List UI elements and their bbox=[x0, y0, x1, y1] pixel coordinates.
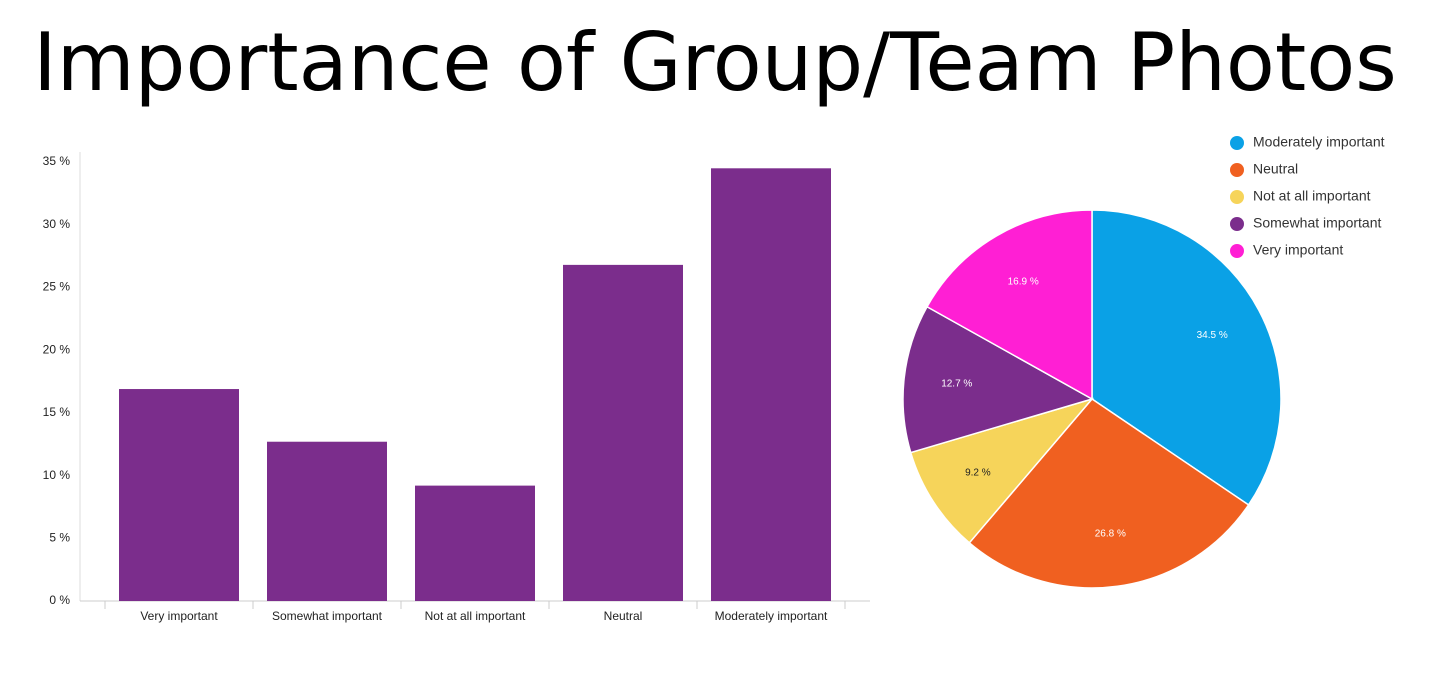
x-tick-label: Not at all important bbox=[425, 609, 526, 623]
bar bbox=[267, 441, 387, 601]
legend-label: Moderately important bbox=[1253, 134, 1385, 150]
y-tick-label: 10 % bbox=[43, 468, 71, 482]
x-tick-label: Neutral bbox=[604, 609, 643, 623]
bar bbox=[711, 168, 831, 601]
bar bbox=[563, 264, 683, 601]
pie-label: 16.9 % bbox=[1008, 276, 1039, 287]
bar bbox=[415, 485, 535, 601]
pie-slice bbox=[1091, 209, 1282, 506]
legend-swatch bbox=[1230, 136, 1244, 150]
bar bbox=[119, 389, 239, 601]
x-tick-label: Very important bbox=[140, 609, 218, 623]
legend-swatch bbox=[1230, 217, 1244, 231]
x-tick-label: Moderately important bbox=[715, 609, 828, 623]
pie-label: 12.7 % bbox=[941, 379, 972, 390]
legend-swatch bbox=[1230, 190, 1244, 204]
y-tick-label: 5 % bbox=[49, 530, 70, 544]
y-tick-label: 25 % bbox=[43, 280, 71, 294]
legend-label: Neutral bbox=[1253, 161, 1298, 177]
pie-label: 26.8 % bbox=[1095, 528, 1126, 539]
legend-label: Very important bbox=[1253, 242, 1343, 258]
pie-slice bbox=[902, 305, 1094, 454]
pie-slice bbox=[968, 398, 1250, 589]
legend-label: Not at all important bbox=[1253, 188, 1371, 204]
pie-label: 9.2 % bbox=[965, 468, 991, 479]
y-tick-label: 20 % bbox=[43, 342, 71, 356]
page-title: Importance of Group/Team Photos bbox=[33, 16, 1397, 109]
y-tick-label: 0 % bbox=[49, 593, 70, 607]
pie-slice bbox=[909, 397, 1095, 544]
legend-swatch bbox=[1230, 163, 1244, 177]
y-tick-label: 15 % bbox=[43, 405, 71, 419]
pie-label: 34.5 % bbox=[1197, 330, 1228, 341]
x-tick-label: Somewhat important bbox=[272, 609, 383, 623]
pie-slice bbox=[926, 209, 1093, 401]
legend-swatch bbox=[1230, 244, 1244, 258]
y-tick-label: 35 % bbox=[43, 154, 71, 168]
legend-label: Somewhat important bbox=[1253, 215, 1382, 231]
y-tick-label: 30 % bbox=[43, 217, 71, 231]
